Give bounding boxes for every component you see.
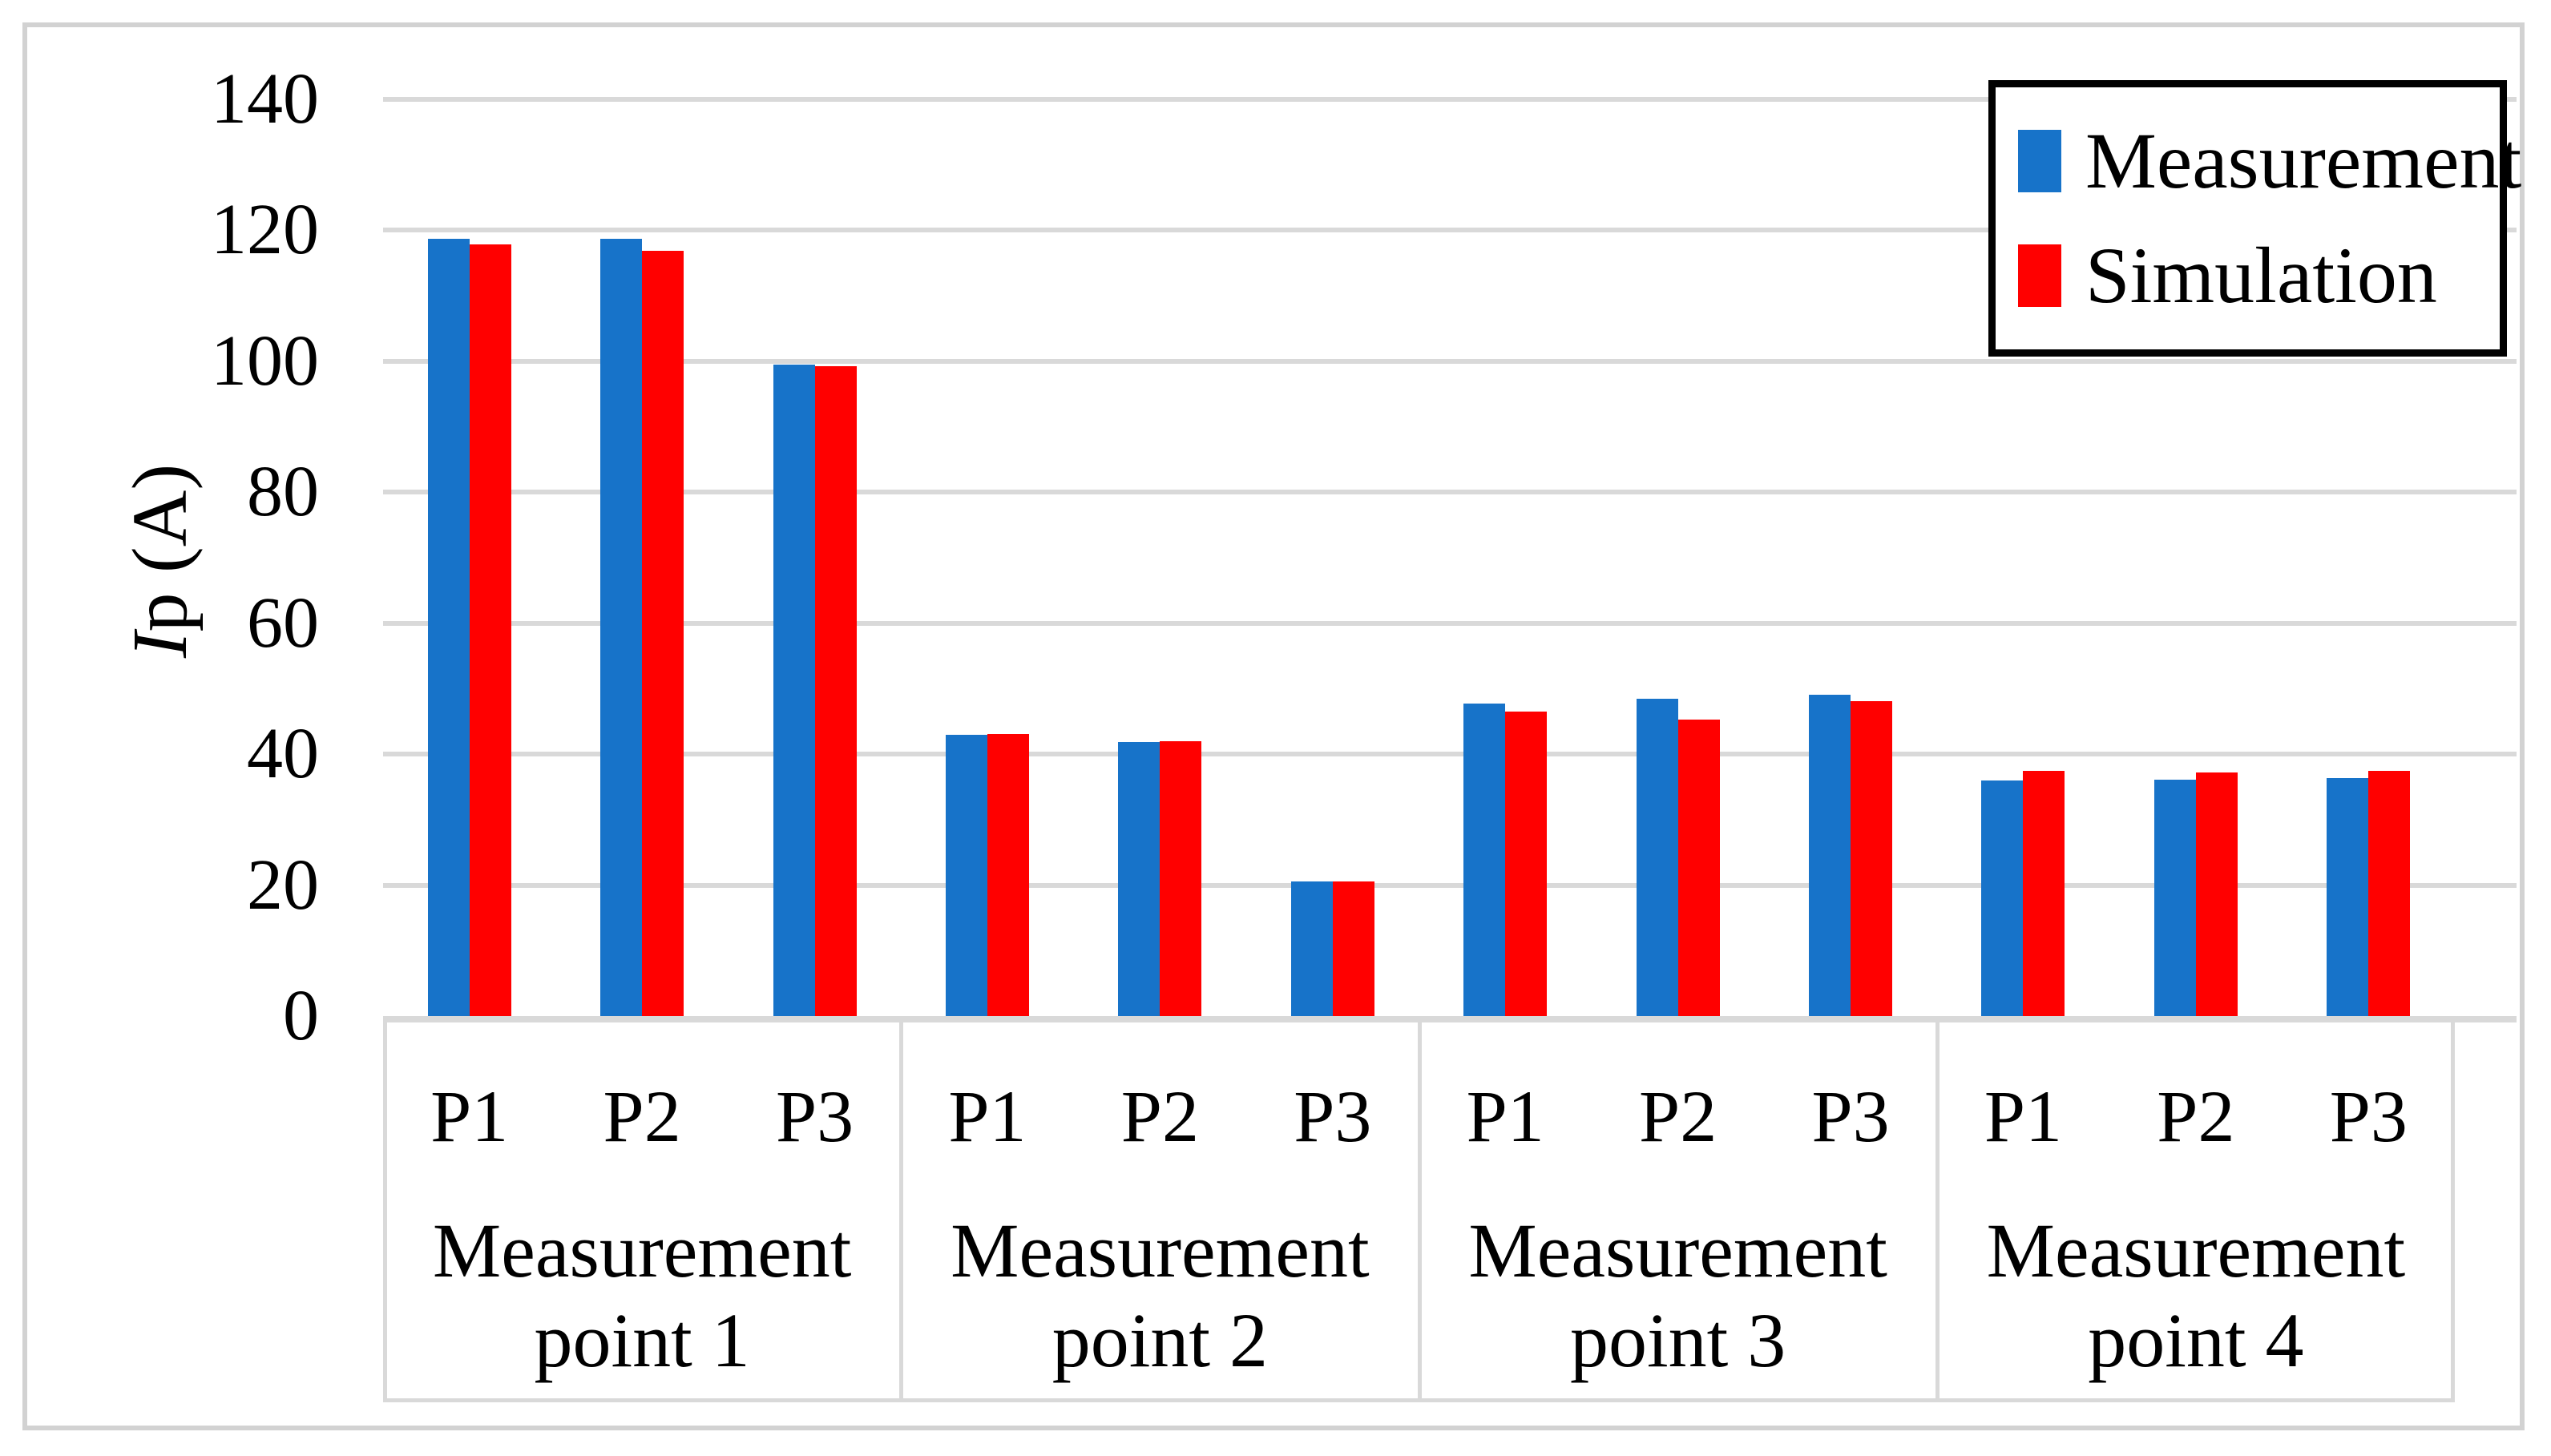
gridline-60 — [383, 620, 2517, 626]
legend-label-measurement: Measurement — [2085, 116, 2522, 206]
y-tick-label-100: 100 — [211, 321, 319, 401]
bar-measurement-mp2-p3 — [1290, 881, 1333, 1016]
group-label-line2: point 4 — [2088, 1297, 2304, 1383]
bar-simulation-mp3-p2 — [1677, 719, 1720, 1016]
group-label-line2: point 3 — [1569, 1297, 1786, 1383]
category-divider-1 — [899, 1019, 904, 1398]
bar-measurement-mp3-p3 — [1809, 694, 1851, 1016]
group-label-measurement-point-1: Measurement point 1 — [383, 1206, 901, 1385]
gridline-20 — [383, 882, 2517, 888]
x-tick-label-mp3-p2: P2 — [1639, 1075, 1717, 1157]
bar-simulation-mp4-p2 — [2195, 772, 2238, 1016]
y-tick-label-40: 40 — [247, 714, 319, 794]
category-divider-3 — [1935, 1019, 1939, 1398]
legend-item-measurement: Measurement — [2018, 121, 2521, 201]
x-tick-label-mp2-p2: P2 — [1120, 1075, 1199, 1157]
group-label-measurement-point-4: Measurement point 4 — [1937, 1206, 2455, 1385]
bar-measurement-mp1-p1 — [427, 239, 470, 1016]
group-label-measurement-point-2: Measurement point 2 — [901, 1206, 1419, 1385]
bar-measurement-mp2-p1 — [945, 734, 987, 1016]
bar-measurement-mp4-p3 — [2327, 778, 2369, 1016]
legend-item-simulation: Simulation — [2018, 230, 2500, 320]
x-tick-label-mp1-p1: P1 — [430, 1075, 509, 1157]
bar-simulation-mp3-p1 — [1505, 712, 1548, 1016]
group-label-line2: point 1 — [534, 1297, 750, 1383]
group-label-line1: Measurement — [951, 1208, 1370, 1293]
bar-measurement-mp1-p2 — [600, 239, 643, 1016]
category-axis-box — [383, 1019, 2455, 1402]
legend: Measurement Simulation — [1988, 80, 2521, 357]
legend-swatch-simulation-icon — [2018, 244, 2061, 307]
x-tick-label-mp4-p1: P1 — [1984, 1075, 2063, 1157]
group-label-measurement-point-3: Measurement point 3 — [1419, 1206, 1937, 1385]
gridline-140 — [383, 97, 2517, 102]
y-tick-label-60: 60 — [247, 583, 319, 663]
bar-measurement-mp3-p2 — [1636, 698, 1678, 1016]
group-label-line1: Measurement — [1986, 1208, 2406, 1293]
y-tick-label-0: 0 — [283, 976, 319, 1055]
gridline-40 — [383, 752, 2517, 757]
y-axis-title-symbol: I — [117, 631, 204, 659]
group-label-line1: Measurement — [1468, 1208, 1887, 1293]
gridline-100 — [383, 358, 2517, 364]
bar-simulation-mp1-p2 — [642, 250, 684, 1016]
gridline-80 — [383, 490, 2517, 495]
bar-simulation-mp2-p1 — [987, 733, 1029, 1016]
bar-simulation-mp2-p3 — [1332, 881, 1374, 1016]
x-tick-label-mp3-p1: P1 — [1466, 1075, 1544, 1157]
bar-measurement-mp4-p2 — [2153, 780, 2196, 1016]
gridline-120 — [383, 228, 2517, 233]
y-axis-title: Ip (A) — [117, 464, 204, 658]
y-axis-title-unit: p (A) — [117, 463, 204, 632]
bar-simulation-mp1-p3 — [814, 365, 857, 1016]
y-tick-label-140: 140 — [211, 59, 319, 139]
x-tick-label-mp1-p2: P2 — [603, 1075, 681, 1157]
bar-measurement-mp4-p1 — [1981, 780, 2024, 1016]
bar-measurement-mp1-p3 — [773, 364, 815, 1016]
bar-simulation-mp4-p3 — [2368, 771, 2411, 1016]
category-divider-2 — [1417, 1019, 1422, 1398]
group-label-line1: Measurement — [432, 1208, 852, 1293]
bar-simulation-mp4-p1 — [2023, 770, 2065, 1016]
x-axis-line — [383, 1016, 2517, 1022]
y-tick-label-80: 80 — [247, 452, 319, 532]
x-tick-label-mp2-p3: P3 — [1294, 1075, 1372, 1157]
y-tick-label-20: 20 — [247, 845, 319, 925]
legend-label-simulation: Simulation — [2085, 230, 2437, 320]
x-tick-label-mp4-p3: P3 — [2329, 1075, 2408, 1157]
x-tick-label-mp4-p2: P2 — [2157, 1075, 2235, 1157]
bar-simulation-mp1-p1 — [469, 244, 511, 1016]
bar-measurement-mp3-p1 — [1463, 704, 1506, 1016]
group-label-line2: point 2 — [1051, 1297, 1269, 1383]
x-tick-label-mp1-p3: P3 — [775, 1075, 854, 1157]
x-tick-label-mp2-p1: P1 — [948, 1075, 1027, 1157]
y-tick-label-120: 120 — [211, 190, 319, 270]
bar-simulation-mp2-p2 — [1160, 740, 1202, 1016]
bar-measurement-mp2-p2 — [1118, 742, 1160, 1016]
legend-swatch-measurement-icon — [2018, 130, 2061, 193]
x-tick-label-mp3-p3: P3 — [1811, 1075, 1890, 1157]
bar-simulation-mp3-p3 — [1851, 700, 1893, 1016]
